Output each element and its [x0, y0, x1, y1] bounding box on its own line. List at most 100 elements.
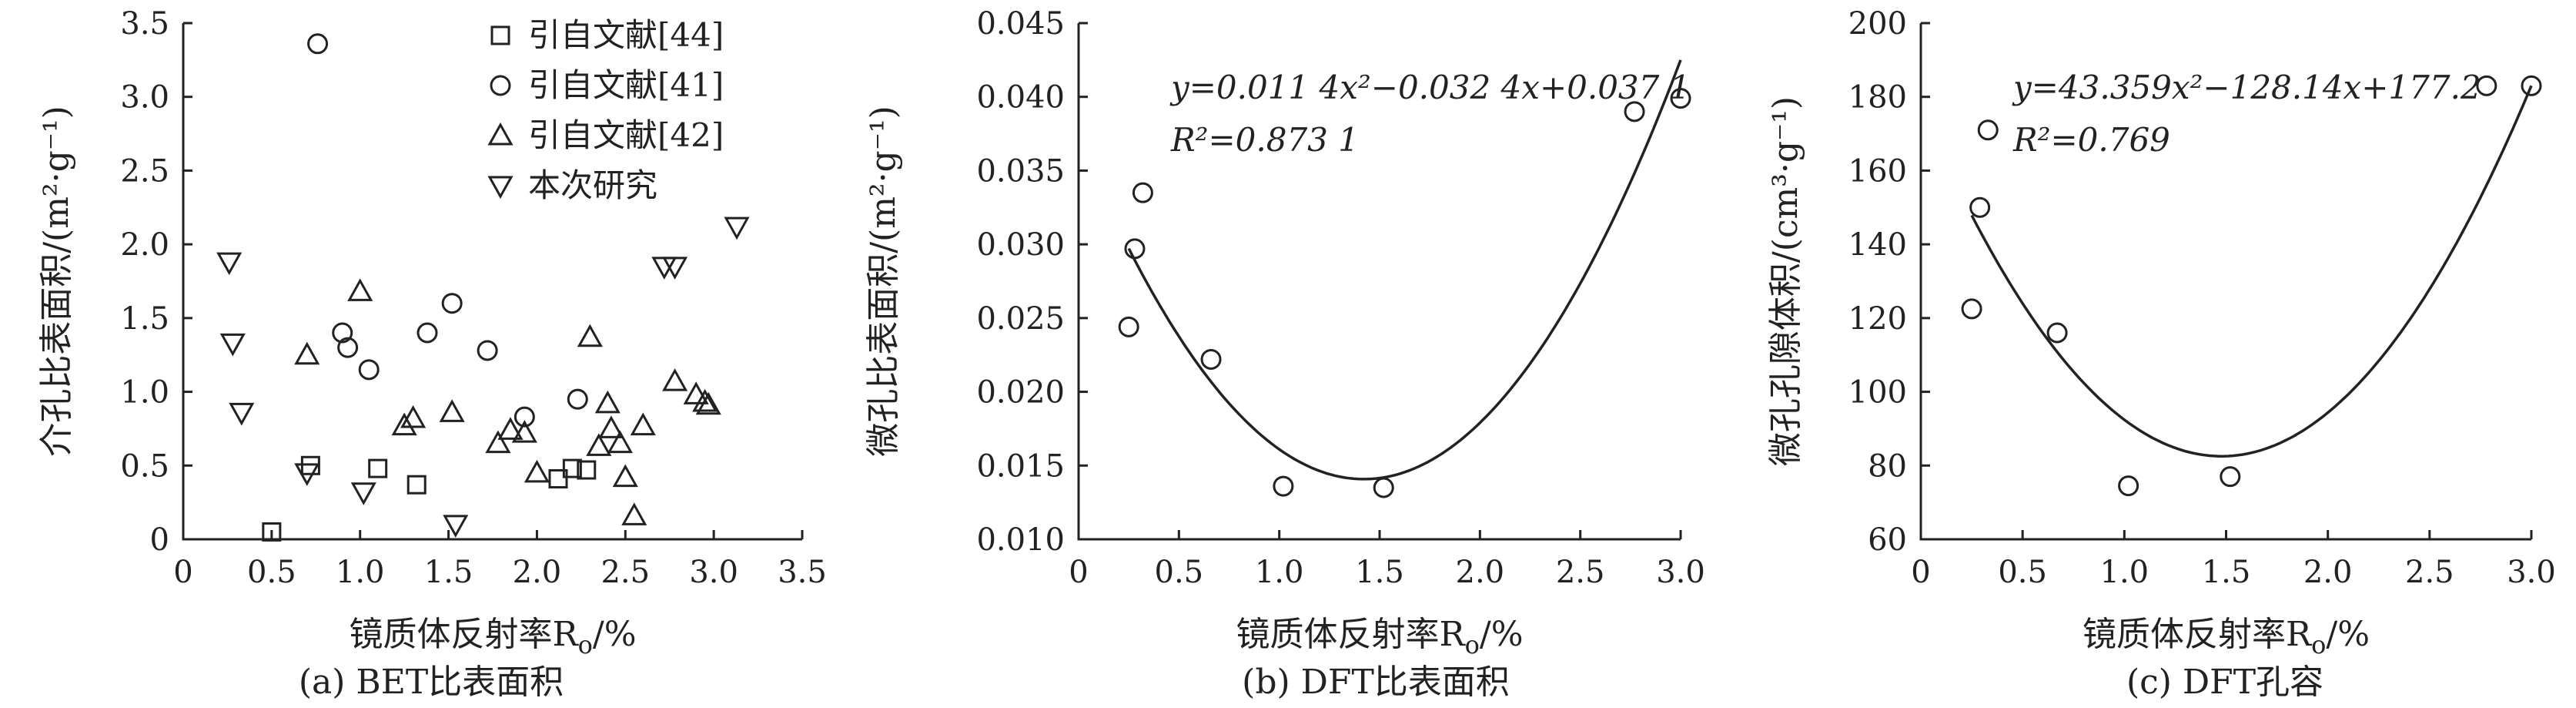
legend-marker — [487, 122, 514, 146]
x-tick-label: 3.5 — [778, 555, 827, 590]
legend-marker — [487, 176, 514, 200]
data-point — [586, 433, 612, 456]
data-point — [577, 460, 597, 480]
fit-curve — [1970, 85, 2533, 458]
y-tick-label: 200 — [1848, 6, 1907, 42]
y-tick-label: 0.030 — [976, 227, 1065, 263]
data-point — [1373, 477, 1394, 498]
data-point — [443, 515, 469, 538]
data-point — [598, 415, 624, 438]
data-point — [262, 522, 282, 542]
data-point — [347, 278, 373, 301]
series-2 — [294, 278, 721, 525]
data-point — [612, 464, 638, 488]
y-tick-label: 0.040 — [976, 80, 1065, 116]
data-point — [548, 469, 568, 489]
x-tick-label: 1.5 — [2202, 555, 2251, 590]
data-point — [1200, 348, 1222, 370]
fit-equation: y=43.359x²−128.14x+177.2 — [2012, 69, 2481, 106]
x-tick-label: 0.5 — [1998, 555, 2047, 590]
x-tick-label: 0.5 — [1155, 555, 1204, 590]
r-squared: R²=0.873 1 — [1170, 121, 1359, 159]
y-tick-label: 0.035 — [976, 153, 1065, 189]
y-tick-label: 60 — [1868, 522, 1907, 558]
x-tick-label: 2.5 — [601, 555, 650, 590]
data-point — [651, 257, 677, 280]
y-tick-label: 3.0 — [120, 80, 169, 116]
panel-caption: (c) DFT孔容 — [2126, 663, 2323, 702]
x-tick-label: 1.5 — [1355, 555, 1404, 590]
data-point — [1118, 316, 1139, 337]
panel-a-bet-surface-area: 0 0.5 1.0 1.5 2.0 2.5 3.0 3.5 0 0.5 1.0 1.5 2.0 2.5 3.… — [37, 6, 827, 702]
data-point — [662, 368, 688, 391]
legend-marker — [490, 75, 511, 96]
data-point — [497, 417, 524, 440]
x-tick-label: 0 — [1911, 555, 1930, 590]
series-0 — [1961, 75, 2542, 497]
panel-c-dft-pore-volume: 0 0.5 1.0 1.5 2.0 2.5 3.0 60 80 100 120 140 160 180 20… — [1766, 6, 2556, 702]
data-point — [485, 430, 511, 454]
y-tick-label: 0.020 — [976, 375, 1065, 411]
data-point — [477, 340, 498, 361]
series-1 — [307, 33, 588, 428]
x-tick-label: 3.0 — [2507, 555, 2556, 590]
y-axis-title: 微孔孔隙体积/(cm³·g⁻¹) — [1766, 96, 1805, 466]
data-point — [2521, 75, 2542, 96]
data-point — [724, 216, 750, 240]
x-tick-label: 2.0 — [1456, 555, 1505, 590]
data-point — [417, 322, 438, 344]
legend-label: 引自文献[44] — [528, 16, 724, 54]
data-point — [524, 459, 550, 483]
data-point — [1961, 298, 1982, 320]
data-point — [2220, 466, 2241, 488]
data-point — [307, 33, 329, 55]
x-tick-label: 0 — [1069, 555, 1088, 590]
y-tick-label: 120 — [1848, 301, 1907, 337]
data-point — [695, 391, 721, 415]
data-point — [368, 458, 388, 478]
data-point — [594, 390, 621, 414]
data-point — [692, 388, 718, 412]
y-tick-label: 1.0 — [120, 375, 169, 411]
legend-label: 本次研究 — [528, 166, 657, 204]
data-point — [391, 412, 417, 436]
r-squared: R²=0.769 — [2012, 121, 2170, 159]
data-point — [1132, 182, 1153, 203]
x-tick-label: 1.0 — [336, 555, 385, 590]
data-point — [294, 463, 320, 486]
x-tick-label: 2.5 — [2405, 555, 2454, 590]
x-axis-title: 镜质体反射率Ro/% — [1236, 615, 1523, 659]
data-point — [2046, 322, 2068, 344]
x-tick-label: 3.0 — [689, 555, 738, 590]
y-tick-label: 0.045 — [976, 6, 1065, 42]
data-point — [2118, 475, 2139, 497]
legend-label: 引自文献[41] — [528, 66, 724, 104]
data-point — [621, 502, 647, 525]
fit-curve — [1127, 59, 1682, 481]
data-point — [229, 402, 255, 426]
x-tick-label: 2.0 — [513, 555, 562, 590]
x-axis-title: 镜质体反射率Ro/% — [349, 615, 636, 659]
y-tick-label: 0.015 — [976, 448, 1065, 484]
y-tick-label: 2.0 — [120, 227, 169, 263]
data-point — [332, 322, 353, 344]
y-tick-label: 2.5 — [120, 153, 169, 189]
legend: 引自文献[44] 引自文献[41] 引自文献[42] 本次研究 — [487, 16, 724, 204]
data-point — [683, 381, 709, 404]
panel-caption: (b) DFT比表面积 — [1242, 663, 1510, 702]
y-tick-label: 80 — [1868, 448, 1907, 484]
data-point — [607, 430, 633, 454]
data-point — [1124, 238, 1146, 260]
series-0 — [1118, 88, 1691, 498]
data-point — [567, 388, 588, 410]
y-tick-label: 0.5 — [120, 448, 169, 484]
legend-label: 引自文献[42] — [528, 116, 724, 154]
data-point — [439, 399, 465, 422]
data-point — [400, 404, 427, 428]
data-point — [511, 420, 537, 443]
x-tick-label: 2.5 — [1556, 555, 1605, 590]
series-3 — [216, 216, 750, 538]
data-point — [294, 341, 320, 365]
data-point — [1969, 196, 1991, 218]
